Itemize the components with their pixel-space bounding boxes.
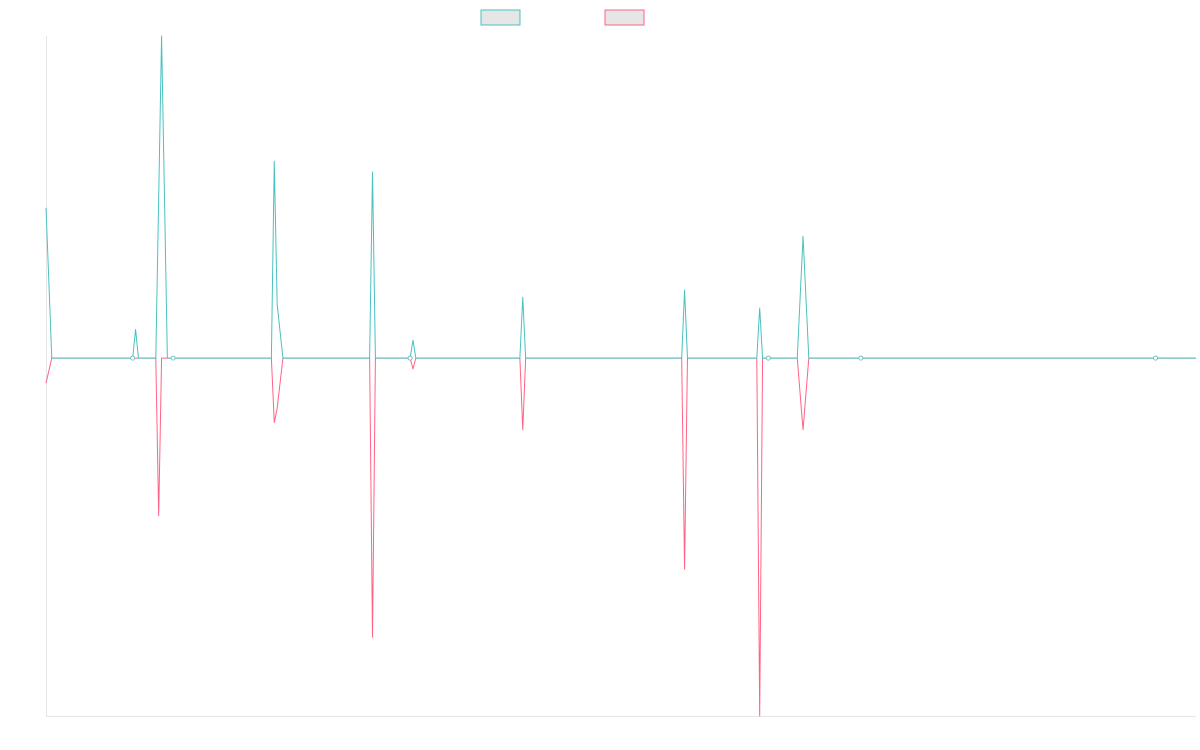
data-point-series-1-4[interactable] — [765, 355, 771, 361]
axes — [46, 36, 1196, 717]
series-line-1 — [45, 35, 1196, 359]
data-point-series-1-3[interactable] — [407, 355, 413, 361]
legend-swatch-series-1 — [480, 9, 521, 26]
data-point-series-1-1[interactable] — [130, 355, 136, 361]
data-point-series-1-2[interactable] — [170, 355, 176, 361]
series-line-2 — [45, 357, 1196, 717]
legend-item-series-1[interactable] — [480, 9, 521, 26]
data-point-series-1-5[interactable] — [858, 355, 864, 361]
legend-swatch-series-2 — [604, 9, 645, 26]
plot-area — [45, 35, 1196, 717]
legend — [480, 9, 645, 26]
legend-item-series-2[interactable] — [604, 9, 645, 26]
data-point-series-1-6[interactable] — [1153, 355, 1158, 361]
